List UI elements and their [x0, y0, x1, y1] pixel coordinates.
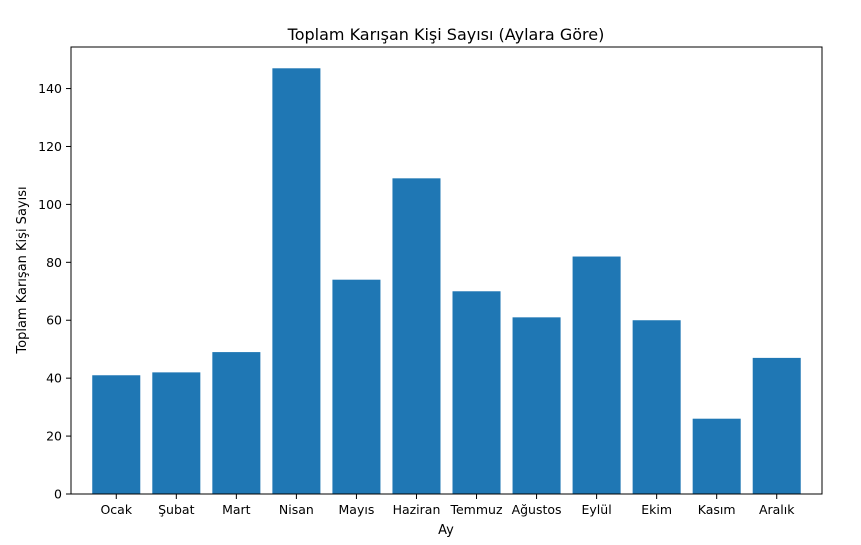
- x-tick-label: Mart: [222, 502, 251, 517]
- x-tick-label: Haziran: [393, 502, 441, 517]
- bar-8: [572, 256, 621, 494]
- y-tick-label: 140: [38, 81, 62, 96]
- x-tick-label: Nisan: [279, 502, 314, 517]
- bar-1: [152, 372, 201, 494]
- x-tick-label: Ocak: [100, 502, 132, 517]
- y-tick-label: 40: [46, 371, 62, 386]
- bar-11: [752, 357, 801, 494]
- x-tick-label: Aralık: [759, 502, 795, 517]
- x-axis-label: Ay: [438, 523, 454, 538]
- x-tick-label: Ağustos: [512, 502, 562, 517]
- x-axis-ticks: Ocak Şubat Mart Nisan Mayıs Haziran Temmuz Ağus…: [100, 494, 795, 517]
- y-tick-label: 100: [38, 197, 62, 212]
- bars-group: [92, 68, 801, 494]
- y-axis-label: Toplam Karışan Kişi Sayısı: [15, 186, 30, 354]
- bar-7: [512, 317, 561, 494]
- y-tick-label: 0: [54, 487, 62, 502]
- x-tick-label: Kasım: [698, 502, 736, 517]
- y-tick-label: 80: [46, 255, 62, 270]
- y-axis-ticks: 0 20 40 60 80 100 120 140: [38, 81, 71, 502]
- bar-5: [392, 178, 441, 494]
- x-tick-label: Eylül: [582, 502, 612, 517]
- bar-0: [92, 375, 141, 494]
- bar-4: [332, 279, 381, 494]
- plot-frame: [70, 46, 823, 495]
- bar-2: [212, 352, 261, 494]
- x-tick-label: Temmuz: [449, 502, 502, 517]
- bar-10: [692, 418, 741, 494]
- y-tick-label: 20: [46, 429, 62, 444]
- chart-title: Toplam Karışan Kişi Sayısı (Aylara Göre): [287, 25, 605, 44]
- x-tick-label: Şubat: [158, 502, 194, 517]
- y-tick-label: 120: [38, 139, 62, 154]
- bar-3: [272, 68, 321, 494]
- x-tick-label: Mayıs: [339, 502, 375, 517]
- y-tick-label: 60: [46, 313, 62, 328]
- bar-9: [632, 320, 681, 494]
- x-tick-label: Ekim: [641, 502, 672, 517]
- bar-6: [452, 291, 501, 494]
